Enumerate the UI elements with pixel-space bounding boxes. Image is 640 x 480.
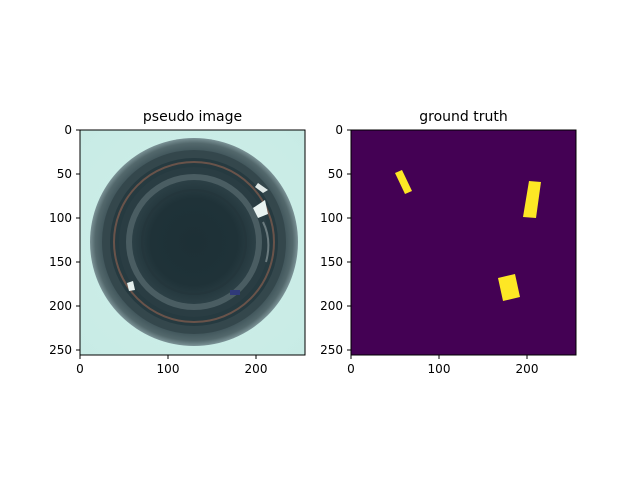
pseudo-image <box>80 130 305 355</box>
y-axis-right: 0 50 100 150 200 250 <box>320 123 351 357</box>
panel-pseudo-image: 0 100 200 0 50 100 150 200 250 pseudo im… <box>49 109 306 376</box>
defect-highlight-1 <box>253 200 268 218</box>
axes-frame-left <box>79 129 306 356</box>
y-tick-label: 0 <box>335 123 343 137</box>
y-tick-label: 100 <box>320 211 343 225</box>
y-tick-label: 100 <box>49 211 72 225</box>
x-tick-label: 0 <box>76 362 84 376</box>
x-axis-left: 0 100 200 <box>76 355 267 376</box>
mask-background <box>351 130 576 355</box>
rim-crack <box>262 221 270 263</box>
y-tick-label: 50 <box>328 167 343 181</box>
x-tick-label: 200 <box>245 362 268 376</box>
mask-region-2 <box>523 181 541 218</box>
inner-well <box>132 180 256 304</box>
y-tick-label: 0 <box>64 123 72 137</box>
x-tick-label: 0 <box>347 362 355 376</box>
mask-region-3 <box>498 274 520 301</box>
panel-title-right: ground truth <box>419 109 507 125</box>
y-tick-label: 150 <box>320 255 343 269</box>
y-axis-left: 0 50 100 150 200 250 <box>49 123 80 357</box>
panel-title-left: pseudo image <box>143 109 242 125</box>
y-tick-label: 250 <box>49 343 72 357</box>
axes-frame-right <box>350 129 577 356</box>
x-axis-right: 0 100 200 <box>347 355 538 376</box>
copper-rim <box>113 161 275 323</box>
y-tick-label: 150 <box>49 255 72 269</box>
x-tick-label: 200 <box>516 362 539 376</box>
y-tick-label: 50 <box>57 167 72 181</box>
x-tick-label: 100 <box>428 362 451 376</box>
y-tick-label: 200 <box>320 299 343 313</box>
defect-highlight-3 <box>127 281 135 291</box>
x-tick-label: 100 <box>157 362 180 376</box>
defect-highlight-4 <box>230 290 240 295</box>
panel-ground-truth: 0 100 200 0 50 100 150 200 250 ground tr… <box>320 109 577 376</box>
defect-highlight-2 <box>255 183 268 193</box>
mask-region-1 <box>395 170 412 194</box>
inner-well-ring <box>141 189 247 295</box>
y-tick-label: 250 <box>320 343 343 357</box>
y-tick-label: 200 <box>49 299 72 313</box>
